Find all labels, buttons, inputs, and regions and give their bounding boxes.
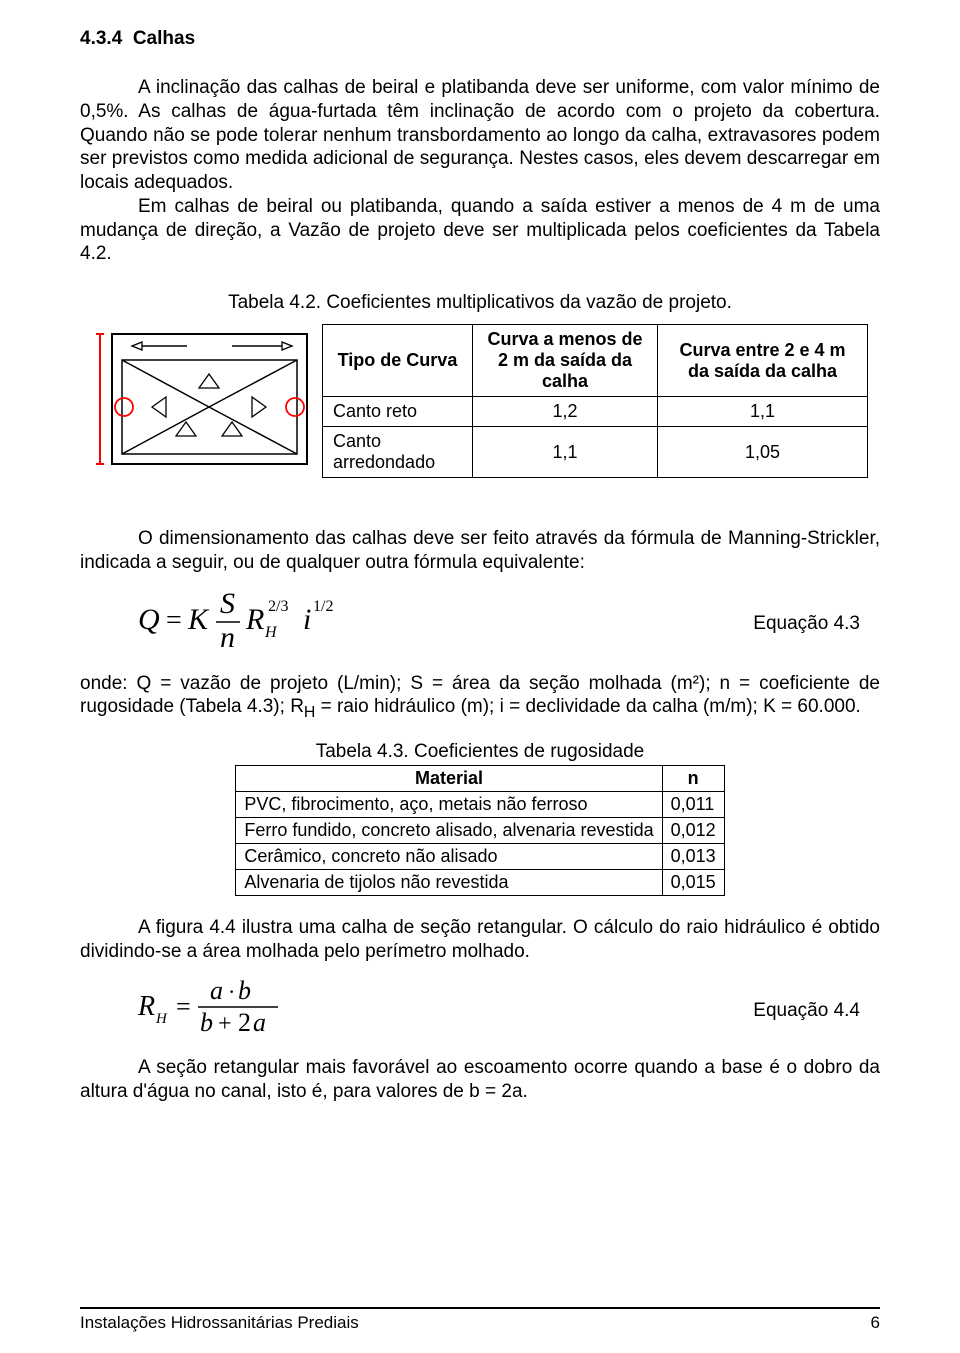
svg-text:+: + xyxy=(218,1011,232,1037)
paragraph-3: O dimensionamento das calhas deve ser fe… xyxy=(80,527,880,575)
svg-text:a: a xyxy=(253,1008,266,1037)
section-title: Calhas xyxy=(133,28,195,49)
paragraph-6: A seção retangular mais favorável ao esc… xyxy=(80,1056,880,1104)
page-footer: Instalações Hidrossanitárias Prediais 6 xyxy=(80,1307,880,1333)
table-row: Alvenaria de tijolos não revestida 0,015 xyxy=(236,869,724,895)
cell: 1,05 xyxy=(658,427,868,478)
table-row: PVC, fibrocimento, aço, metais não ferro… xyxy=(236,791,724,817)
table42-block: Tipo de Curva Curva a menos de 2 m da sa… xyxy=(80,324,880,479)
svg-text:=: = xyxy=(176,992,191,1021)
table-row: Canto arredondado 1,1 1,05 xyxy=(323,427,868,478)
paragraph-4: onde: Q = vazão de projeto (L/min); S = … xyxy=(80,672,880,723)
cell: 0,012 xyxy=(662,817,724,843)
svg-text:b: b xyxy=(200,1008,213,1037)
svg-text:·: · xyxy=(228,979,235,1004)
svg-text:R: R xyxy=(138,991,155,1022)
table43-h2: n xyxy=(662,765,724,791)
cell: 1,2 xyxy=(473,397,658,427)
equation-4-3: Q = K S n R H 2/3 i 1/2 Equação 4.3 xyxy=(138,589,880,660)
table42-h3: Curva entre 2 e 4 m da saída da calha xyxy=(658,325,868,397)
roof-diagram xyxy=(92,324,322,479)
cell: 0,013 xyxy=(662,843,724,869)
paragraph-5: A figura 4.4 ilustra uma calha de seção … xyxy=(80,916,880,964)
svg-text:Q: Q xyxy=(138,603,160,636)
cell: 0,011 xyxy=(662,791,724,817)
paragraph-1: A inclinação das calhas de beiral e plat… xyxy=(80,76,880,195)
section-heading: 4.3.4 Calhas xyxy=(80,28,880,50)
table42-h2: Curva a menos de 2 m da saída da calha xyxy=(473,325,658,397)
footer-rule xyxy=(80,1307,880,1309)
svg-text:2/3: 2/3 xyxy=(268,598,288,615)
svg-text:2: 2 xyxy=(238,1008,251,1037)
table43-h1: Material xyxy=(236,765,662,791)
table42: Tipo de Curva Curva a menos de 2 m da sa… xyxy=(322,324,868,478)
svg-text:H: H xyxy=(264,624,278,641)
cell: 0,015 xyxy=(662,869,724,895)
cell: 1,1 xyxy=(473,427,658,478)
table42-caption: Tabela 4.2. Coeficientes multiplicativos… xyxy=(80,292,880,314)
svg-text:S: S xyxy=(220,589,235,620)
equation-label: Equação 4.3 xyxy=(753,613,880,635)
svg-text:=: = xyxy=(166,605,182,636)
table43-caption: Tabela 4.3. Coeficientes de rugosidade xyxy=(235,741,724,765)
table42-h1: Tipo de Curva xyxy=(323,325,473,397)
cell: Canto reto xyxy=(323,397,473,427)
table-row: Cerâmico, concreto não alisado 0,013 xyxy=(236,843,724,869)
paragraph-2: Em calhas de beiral ou platibanda, quand… xyxy=(80,195,880,266)
table43: Tabela 4.3. Coeficientes de rugosidade M… xyxy=(235,741,724,896)
cell: PVC, fibrocimento, aço, metais não ferro… xyxy=(236,791,662,817)
cell: 1,1 xyxy=(658,397,868,427)
svg-text:i: i xyxy=(303,603,311,636)
section-number: 4.3.4 xyxy=(80,28,122,49)
svg-text:a: a xyxy=(210,977,223,1005)
svg-text:R: R xyxy=(245,603,264,636)
table-row: Ferro fundido, concreto alisado, alvenar… xyxy=(236,817,724,843)
cell: Ferro fundido, concreto alisado, alvenar… xyxy=(236,817,662,843)
equation-4-4: R H = a · b b + 2 a Equação 4.4 xyxy=(138,977,880,1044)
cell: Alvenaria de tijolos não revestida xyxy=(236,869,662,895)
cell: Cerâmico, concreto não alisado xyxy=(236,843,662,869)
footer-left: Instalações Hidrossanitárias Prediais xyxy=(80,1313,359,1333)
cell: Canto arredondado xyxy=(323,427,473,478)
svg-text:K: K xyxy=(187,603,210,636)
footer-page: 6 xyxy=(871,1313,880,1333)
svg-text:b: b xyxy=(238,977,251,1005)
svg-text:H: H xyxy=(155,1011,168,1027)
table-row: Canto reto 1,2 1,1 xyxy=(323,397,868,427)
svg-text:n: n xyxy=(220,621,235,654)
svg-text:1/2: 1/2 xyxy=(313,598,333,615)
equation-label: Equação 4.4 xyxy=(753,1000,880,1022)
